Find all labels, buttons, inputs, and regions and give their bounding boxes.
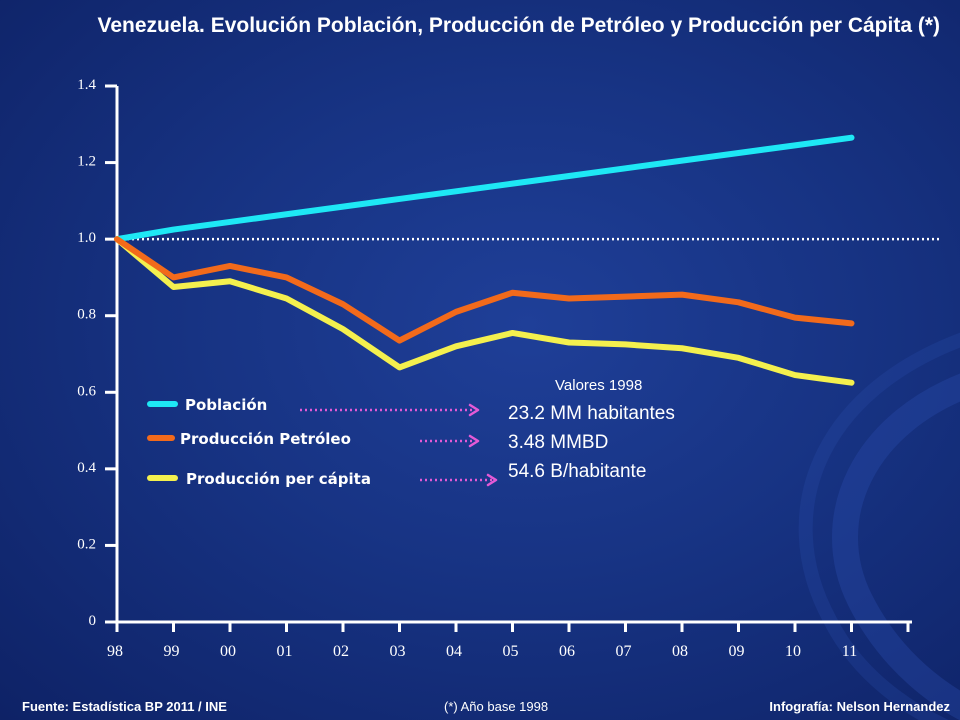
annotation-value-per-capita: 54.6 B/habitante	[508, 461, 646, 482]
y-tick-label: 0	[89, 613, 97, 629]
chart-title: Venezuela. Evolución Población, Producci…	[97, 14, 940, 37]
source-note: Fuente: Estadística BP 2011 / INE	[22, 699, 227, 714]
arrow-head	[486, 473, 498, 487]
background-swirl	[798, 332, 960, 720]
base-year-note: (*) Año base 1998	[444, 699, 549, 714]
x-tick-label: 11	[842, 643, 857, 660]
series-line-poblacion	[114, 134, 855, 243]
credit-note: Infografía: Nelson Hernandez	[769, 699, 950, 714]
legend-arrows	[300, 403, 498, 487]
x-tick-label: 06	[559, 643, 575, 660]
x-tick-label: 04	[446, 643, 462, 660]
legend-label: Producción per cápita	[186, 470, 371, 488]
y-tick-label: 0.6	[77, 383, 96, 399]
arrow-head	[468, 434, 480, 448]
y-tick-label: 1.2	[77, 154, 96, 170]
x-tick-label: 99	[164, 643, 180, 660]
x-tick-label: 00	[220, 643, 236, 660]
legend: Población Producción Petróleo Producción p…	[147, 396, 371, 488]
y-tick-label: 0.4	[77, 460, 96, 476]
axes	[105, 84, 912, 632]
x-tick-label: 09	[729, 643, 745, 660]
x-tick-labels: 98 99 00 01 02 03 04 05 06 07 08 09 10 11	[107, 643, 857, 660]
x-tick-label: 07	[616, 643, 632, 660]
legend-label: Población	[185, 396, 267, 414]
series-line-petroleo	[114, 236, 855, 344]
x-tick-label: 98	[107, 643, 123, 660]
x-tick-label: 02	[333, 643, 349, 660]
x-tick-label: 05	[503, 643, 519, 660]
legend-label: Producción Petróleo	[180, 430, 351, 448]
annotation-heading: Valores 1998	[555, 377, 642, 394]
x-tick-label: 03	[390, 643, 406, 660]
y-tick-label: 0.8	[77, 307, 96, 323]
series-line-per-capita	[114, 236, 855, 386]
x-tick-label: 01	[277, 643, 293, 660]
annotation-value-poblacion: 23.2 MM habitantes	[508, 403, 675, 424]
annotation-value-petroleo: 3.48 MMBD	[508, 432, 608, 453]
x-tick-label: 10	[785, 643, 801, 660]
series-lines	[114, 134, 855, 386]
arrow-head	[468, 403, 480, 417]
y-tick-label: 1.0	[77, 230, 96, 246]
x-tick-label: 08	[672, 643, 688, 660]
y-tick-label: 1.4	[77, 77, 96, 93]
y-tick-labels: 0 0.2 0.4 0.6 0.8 1.0 1.2 1.4	[77, 77, 96, 629]
y-tick-label: 0.2	[77, 536, 96, 552]
annotation-1998: Valores 1998 23.2 MM habitantes 3.48 MMB…	[508, 377, 675, 482]
